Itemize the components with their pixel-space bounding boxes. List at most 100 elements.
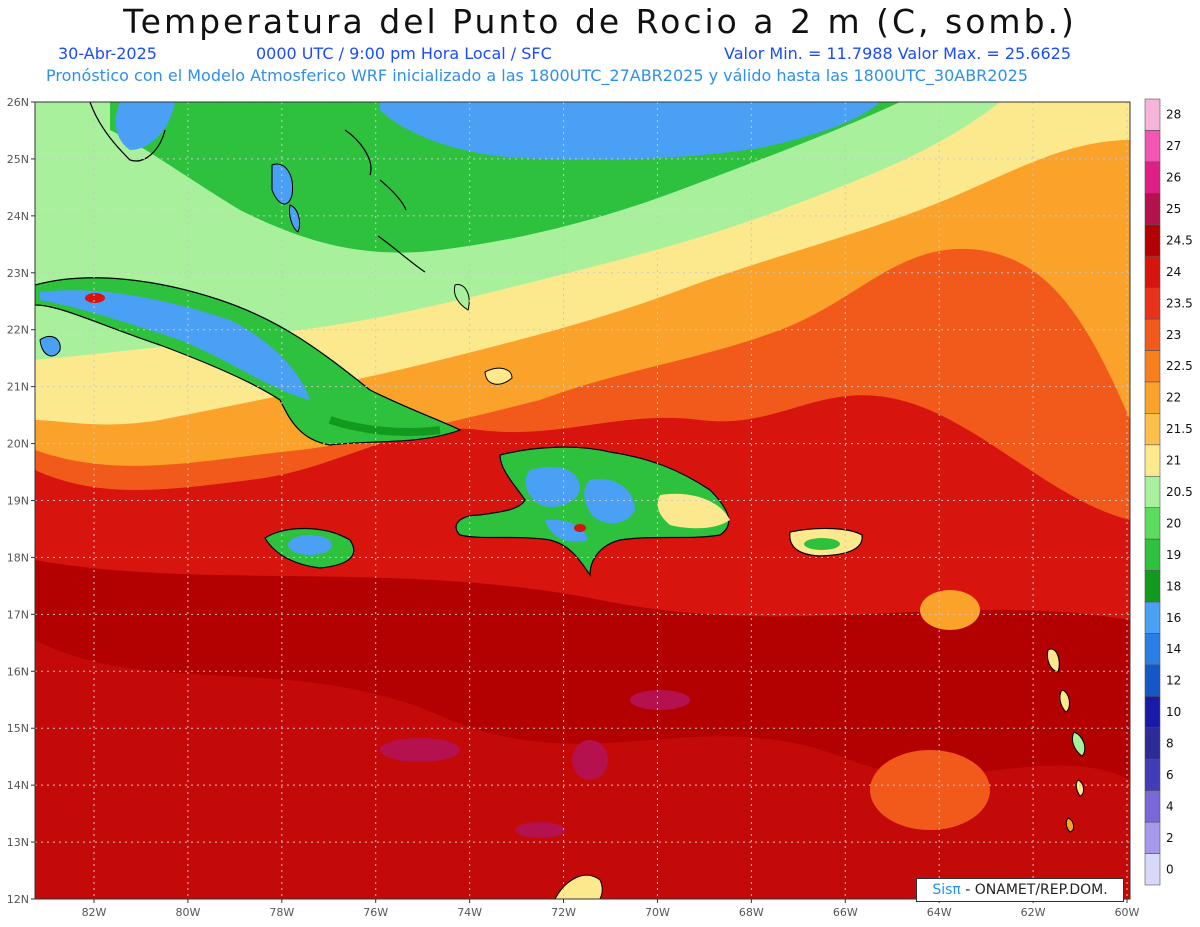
colorbar-label: 18 [1166, 579, 1181, 593]
lon-label: 66W [833, 906, 858, 919]
graticule [35, 102, 1130, 899]
patch-magenta-3 [630, 690, 690, 710]
colorbar-swatch [1144, 224, 1161, 257]
lon-label: 68W [739, 906, 764, 919]
credit-org: - ONAMET/REP.DOM. [960, 882, 1108, 898]
colorbar-swatch [1144, 758, 1161, 791]
lat-label: 21N [7, 381, 29, 394]
island-puerto-rico [789, 527, 863, 557]
colorbar-swatch [1144, 507, 1161, 540]
colorbar-label: 23 [1166, 328, 1181, 342]
longitude-labels: 82W 80W 78W 76W 74W 72W 70W 68W 66W 64W 62W 60W [82, 899, 1140, 919]
colorbar-label: 22 [1166, 391, 1181, 405]
model-info: Pronóstico con el Modelo Atmosferico WRF… [46, 66, 1029, 85]
lon-label: 80W [175, 906, 200, 919]
colorbar-label: 8 [1166, 737, 1174, 751]
lon-label: 78W [269, 906, 294, 919]
island-st-lucia [1075, 779, 1085, 797]
colorbar-swatch [1144, 350, 1161, 383]
lon-label: 72W [551, 906, 576, 919]
colorbar-swatch [1144, 255, 1161, 288]
lat-label: 20N [7, 438, 29, 451]
island-martinique [1071, 731, 1086, 757]
colorbar-swatch [1144, 696, 1161, 729]
colorbar-label: 23.5 [1166, 296, 1193, 310]
colorbar-label: 25 [1166, 202, 1181, 216]
coast-south-america [554, 874, 603, 899]
patch-magenta-4 [515, 822, 565, 838]
lon-label: 74W [457, 906, 482, 919]
colorbar-swatch [1144, 790, 1161, 823]
colorbar-label: 20 [1166, 516, 1181, 530]
coast-florida [89, 102, 166, 162]
colorbar-swatch [1144, 664, 1161, 697]
lat-label: 14N [7, 779, 29, 792]
field-blue-florida [115, 102, 175, 150]
colorbar-swatch [1144, 318, 1161, 351]
colorbar-swatch [1144, 98, 1161, 131]
lon-label: 64W [927, 906, 952, 919]
lat-label: 24N [7, 210, 29, 223]
island-st-vincent [1065, 817, 1075, 833]
colorbar-label: 16 [1166, 611, 1181, 625]
island-andros [271, 163, 294, 205]
lat-label: 25N [7, 153, 29, 166]
colorbar-label: 10 [1166, 705, 1181, 719]
island-dominica [1059, 689, 1070, 713]
island-hispaniola [455, 446, 730, 577]
lon-label: 62W [1021, 906, 1046, 919]
forecast-time: 0000 UTC / 9:00 pm Hora Local / SFC [256, 44, 552, 63]
colorbar-label: 21 [1166, 454, 1181, 468]
colorbar-swatch [1144, 853, 1161, 886]
lat-label: 18N [7, 551, 29, 564]
colorbar-label: 27 [1166, 139, 1181, 153]
island-long [377, 235, 426, 273]
field-blue-north [380, 102, 880, 160]
colorbar-label: 22.5 [1166, 359, 1193, 373]
patch-magenta-1 [380, 738, 460, 762]
colorbar-swatch [1144, 161, 1161, 194]
patch-magenta-2 [572, 740, 608, 780]
island-eleuthera [344, 129, 372, 176]
colorbar-swatch [1144, 570, 1161, 603]
lat-label: 12N [7, 893, 29, 906]
colorbar-swatch [1144, 130, 1161, 163]
colorbar-label: 2 [1166, 831, 1174, 845]
colorbar-swatch [1144, 193, 1161, 226]
colorbar-label: 0 [1166, 862, 1174, 876]
map-title: Temperatura del Punto de Rocio a 2 m (C,… [123, 2, 1077, 41]
island-small-west [39, 335, 61, 357]
colorbar-label: 24 [1166, 265, 1181, 279]
colorbar-label: 28 [1166, 108, 1181, 122]
colorbar-swatch [1144, 413, 1161, 446]
island-inagua [484, 367, 513, 385]
colorbar-label: 20.5 [1166, 485, 1193, 499]
colorbar-label: 26 [1166, 171, 1181, 185]
colorbar-label: 24.5 [1166, 233, 1193, 247]
island-acklins [453, 284, 470, 311]
colorbar-label: 21.5 [1166, 422, 1193, 436]
colorbar-swatch [1144, 821, 1161, 854]
lon-label: 82W [82, 906, 107, 919]
colorbar-swatch [1144, 381, 1161, 414]
lat-label: 13N [7, 836, 29, 849]
island-jamaica [264, 527, 355, 569]
lat-label: 19N [7, 495, 29, 508]
colorbar-swatch [1144, 601, 1161, 634]
colorbar-swatch [1144, 727, 1161, 760]
island-bahamas-south [289, 204, 301, 233]
colorbar: 2827262524.52423.52322.52221.52120.52019… [1144, 98, 1193, 886]
patch-orange-1 [870, 750, 990, 830]
min-max-values: Valor Min. = 11.7988 Valor Max. = 25.662… [724, 44, 1072, 63]
colorbar-swatch [1144, 444, 1161, 477]
lat-label: 16N [7, 665, 29, 678]
lon-label: 70W [645, 906, 670, 919]
credit-box: Sisπ - ONAMET/REP.DOM. [916, 878, 1124, 902]
lat-label: 26N [7, 96, 29, 109]
lat-label: 17N [7, 608, 29, 621]
colorbar-label: 4 [1166, 799, 1174, 813]
lat-label: 23N [7, 267, 29, 280]
lat-label: 15N [7, 722, 29, 735]
colorbar-swatch [1144, 475, 1161, 509]
